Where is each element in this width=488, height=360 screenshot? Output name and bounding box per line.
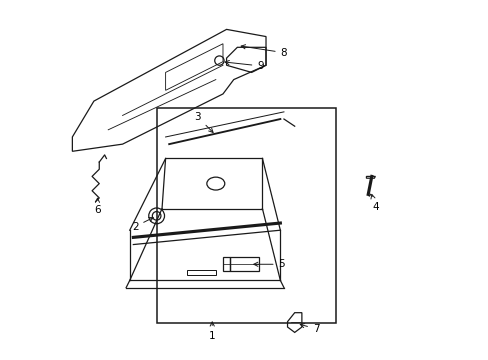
Text: 1: 1 xyxy=(208,322,215,341)
Text: 9: 9 xyxy=(224,60,264,71)
Text: 4: 4 xyxy=(370,194,378,212)
Text: 5: 5 xyxy=(253,259,285,269)
Text: 3: 3 xyxy=(194,112,213,132)
Text: 6: 6 xyxy=(94,198,101,216)
Text: 8: 8 xyxy=(241,45,286,58)
Text: 7: 7 xyxy=(300,324,319,334)
Bar xyxy=(156,108,335,323)
Text: 2: 2 xyxy=(132,217,153,231)
